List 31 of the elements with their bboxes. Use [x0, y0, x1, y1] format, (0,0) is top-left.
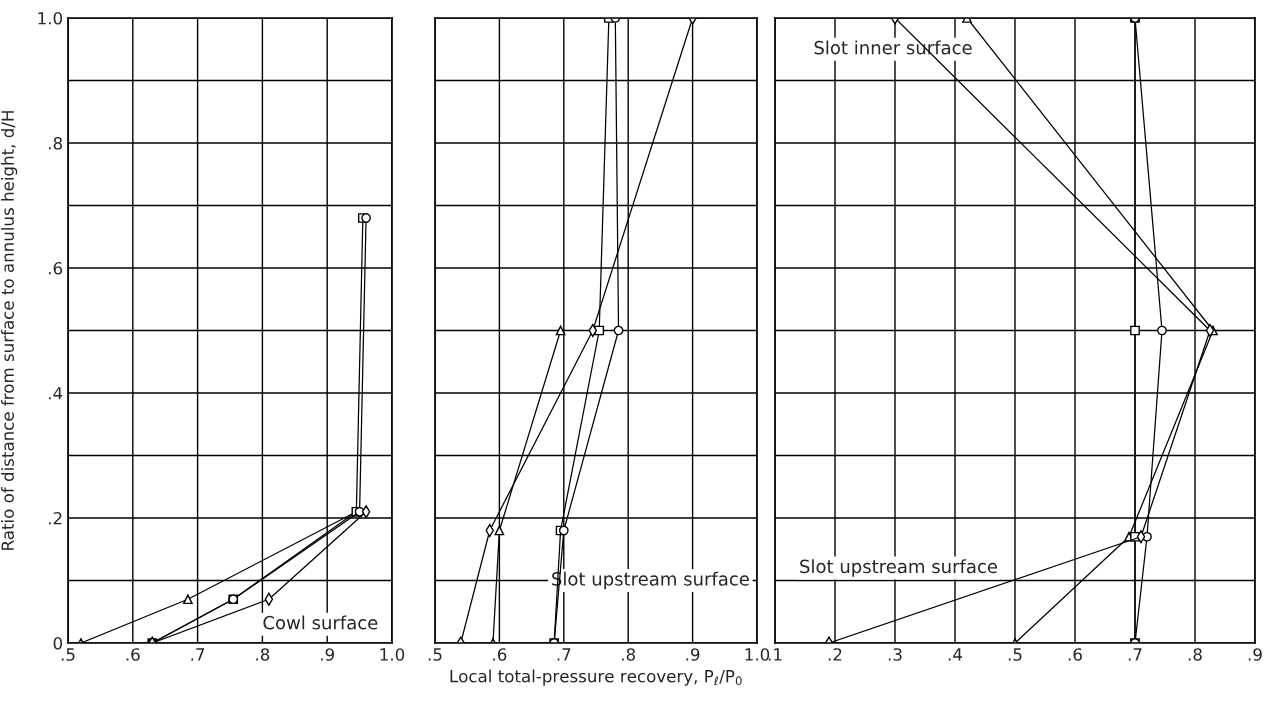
y-tick-label: .2 — [49, 511, 62, 525]
x-tick-label: .5 — [1008, 648, 1022, 661]
x-axis-title: Local total-pressure recovery, P$_{ℓ}$/P$_{0}$ — [450, 669, 742, 686]
annotation: Cowl surface — [263, 615, 378, 630]
annotation: Slot upstream surface — [800, 559, 998, 577]
y-axis-title: Ratio of distance from surface to annulus height, d/H — [1, 111, 18, 550]
x-tick-label: .1 — [768, 648, 782, 661]
x-tick-label: .9 — [1248, 648, 1262, 661]
x-tick-label: .6 — [126, 648, 140, 661]
x-tick-label: .4 — [948, 648, 963, 661]
x-tick-label: .8 — [622, 648, 636, 661]
x-tick-label: .3 — [888, 648, 902, 661]
y-tick-label: .8 — [49, 136, 62, 150]
x-tick-label: .5 — [428, 648, 442, 661]
x-tick-label: .2 — [828, 648, 842, 661]
x-tick-label: .9 — [321, 648, 334, 661]
x-tick-label: .7 — [191, 648, 205, 661]
x-tick-label: .6 — [493, 648, 507, 661]
y-tick-label: 1.0 — [38, 11, 63, 25]
x-tick-label: 1.0 — [380, 648, 405, 661]
x-tick-label: .6 — [1068, 648, 1082, 661]
x-tick-label: .8 — [256, 648, 270, 661]
x-tick-label: .8 — [1188, 648, 1202, 661]
y-tick-label: .6 — [49, 261, 63, 275]
x-tick-label: .7 — [1128, 648, 1142, 661]
x-tick-label: .5 — [61, 648, 75, 661]
x-tick-label: 1.0 — [745, 648, 770, 661]
x-tick-label: .9 — [686, 648, 700, 661]
y-tick-label: .4 — [49, 387, 63, 400]
x-tick-label: .7 — [557, 648, 571, 661]
y-tick-label: 0 — [53, 636, 63, 650]
